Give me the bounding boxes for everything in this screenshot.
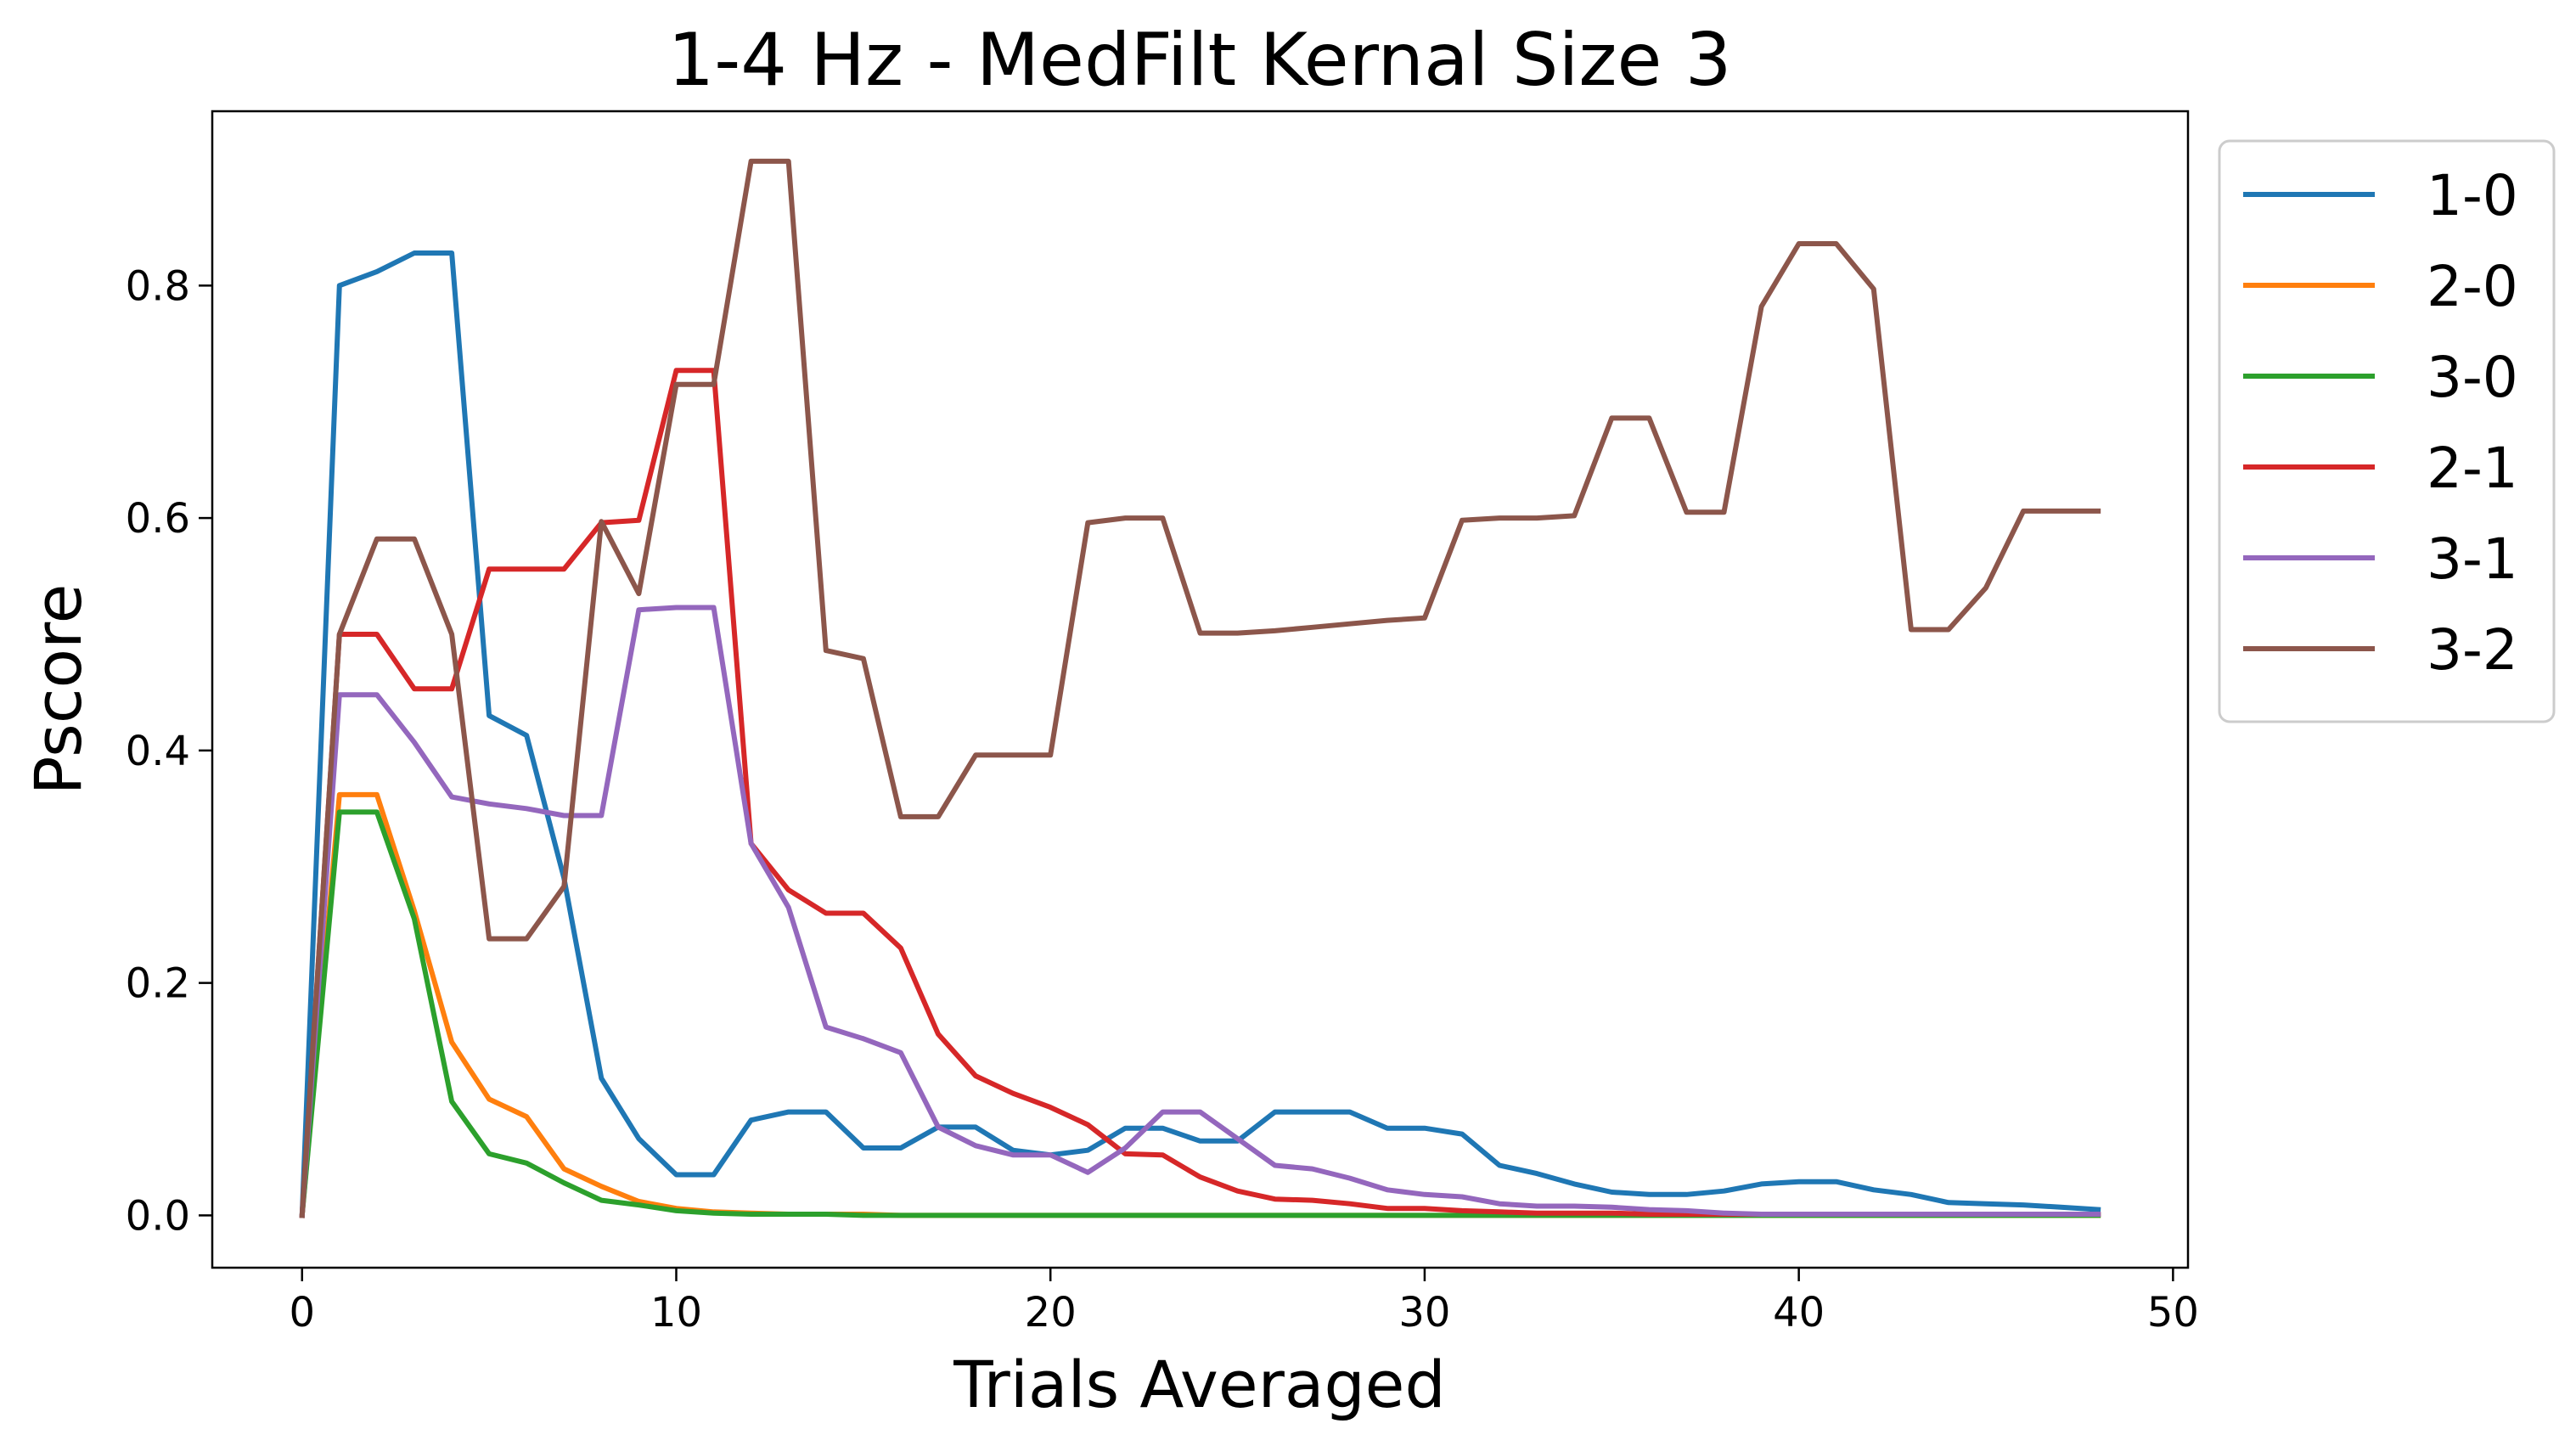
x-axis: 0 10 20 30 40 50: [289, 1268, 2199, 1336]
y-tick-label: 0.4: [126, 728, 190, 775]
y-tick-label: 0.6: [126, 495, 190, 543]
series-line-1-0: [299, 250, 2101, 1218]
chart-title: 1-4 Hz - MedFilt Kernal Size 3: [668, 18, 1732, 103]
legend-label-3-2: 3-2: [2427, 617, 2518, 683]
series-line-3-1: [299, 605, 2101, 1218]
x-tick-label: 40: [1773, 1289, 1825, 1336]
y-tick-label: 0.2: [126, 960, 190, 1008]
y-tick-label: 0.8: [126, 262, 190, 310]
y-axis: 0.0 0.2 0.4 0.6 0.8: [126, 262, 212, 1240]
legend-label-1-0: 1-0: [2427, 163, 2518, 228]
x-tick-label: 30: [1398, 1289, 1450, 1336]
x-tick-label: 0: [289, 1289, 315, 1336]
legend-label-2-0: 2-0: [2427, 254, 2518, 319]
series-line-2-0: [299, 791, 2101, 1218]
legend-label-3-1: 3-1: [2427, 526, 2518, 592]
legend-label-3-0: 3-0: [2427, 345, 2518, 410]
series-line-3-2: [299, 158, 2101, 1218]
plot-frame: [211, 110, 2190, 1269]
x-tick-label: 10: [650, 1289, 702, 1336]
y-tick-label: 0.0: [126, 1192, 190, 1240]
legend-label-2-1: 2-1: [2427, 436, 2518, 501]
x-axis-label: Trials Averaged: [953, 1347, 1445, 1422]
series-lines: [299, 158, 2101, 1218]
x-tick-label: 50: [2147, 1289, 2199, 1336]
y-axis-label: Pscore: [20, 584, 96, 796]
legend: 1-0 2-0 3-0 2-1 3-1 3-2: [2218, 139, 2556, 723]
x-tick-label: 20: [1025, 1289, 1077, 1336]
series-line-3-0: [299, 809, 2101, 1218]
